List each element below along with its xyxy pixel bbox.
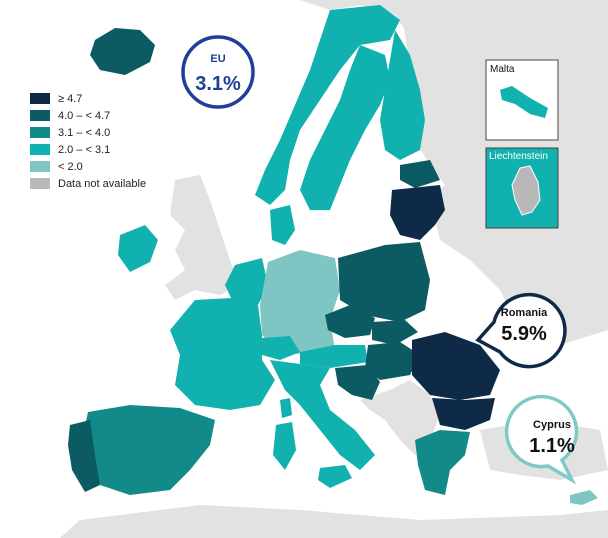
region-sardinia	[273, 422, 296, 470]
cyprus-callout: Cyprus 1.1%	[504, 394, 579, 485]
region-portugal	[68, 420, 100, 492]
region-switzerland	[262, 336, 300, 360]
legend-swatch	[30, 144, 50, 155]
legend-item: Data not available	[30, 175, 146, 192]
region-slovakia	[372, 320, 418, 345]
malta-inset: Malta	[485, 59, 559, 141]
legend-label: < 2.0	[58, 160, 83, 173]
region-greece	[415, 430, 470, 495]
region-france	[170, 298, 275, 410]
region-finland	[380, 30, 425, 160]
region-ireland	[118, 225, 158, 272]
region-benelux	[225, 258, 268, 305]
region-romania	[412, 332, 500, 400]
region-corsica	[280, 398, 292, 418]
region-iceland	[90, 28, 155, 75]
liechtenstein-inset: Liechtenstein	[485, 147, 559, 229]
map-legend: ≥ 4.7 4.0 – < 4.7 3.1 – < 4.0 2.0 – < 3.1 < …	[30, 90, 146, 192]
region-hungary	[365, 342, 420, 380]
region-sweden	[300, 45, 390, 210]
region-sicily	[318, 465, 352, 488]
region-italy	[270, 360, 375, 470]
legend-swatch	[30, 161, 50, 172]
legend-label: 3.1 – < 4.0	[58, 126, 111, 139]
land-background-balkans	[360, 380, 440, 455]
liechtenstein-inset-label: Liechtenstein	[489, 151, 548, 162]
region-germany	[260, 250, 340, 355]
region-estonia	[400, 160, 440, 188]
legend-item: 4.0 – < 4.7	[30, 107, 146, 124]
region-czechia	[325, 305, 375, 338]
legend-swatch	[30, 93, 50, 104]
cyprus-callout-value: 1.1%	[529, 435, 575, 457]
legend-item: 3.1 – < 4.0	[30, 124, 146, 141]
malta-inset-label: Malta	[490, 64, 515, 75]
legend-item: 2.0 – < 3.1	[30, 141, 146, 158]
legend-swatch	[30, 110, 50, 121]
land-background-uk	[165, 175, 240, 300]
eu-badge	[181, 35, 255, 109]
legend-label: Data not available	[58, 177, 147, 190]
legend-item: < 2.0	[30, 158, 146, 175]
region-denmark	[270, 205, 295, 245]
legend-swatch	[30, 178, 50, 189]
region-latvia	[390, 185, 445, 240]
region-cyprus	[570, 490, 598, 505]
region-croatia	[335, 365, 380, 400]
eu-badge-title: EU	[210, 53, 225, 65]
legend-label: 2.0 – < 3.1	[58, 143, 111, 156]
eu-badge-value: 3.1%	[195, 73, 241, 95]
legend-label: ≥ 4.7	[58, 92, 83, 105]
region-malta	[500, 86, 548, 118]
land-background-africa	[60, 505, 608, 538]
romania-callout-name: Romania	[501, 307, 548, 319]
legend-label: 4.0 – < 4.7	[58, 109, 111, 122]
legend-item: ≥ 4.7	[30, 90, 146, 107]
region-poland	[338, 242, 430, 322]
romania-callout: Romania 5.9%	[475, 292, 567, 369]
region-spain	[82, 405, 215, 495]
romania-callout-value: 5.9%	[501, 323, 547, 345]
region-austria	[300, 345, 368, 368]
region-liechtenstein	[511, 165, 541, 216]
region-bulgaria	[432, 398, 495, 430]
legend-swatch	[30, 127, 50, 138]
cyprus-callout-name: Cyprus	[533, 419, 571, 431]
region-norway	[255, 5, 400, 205]
